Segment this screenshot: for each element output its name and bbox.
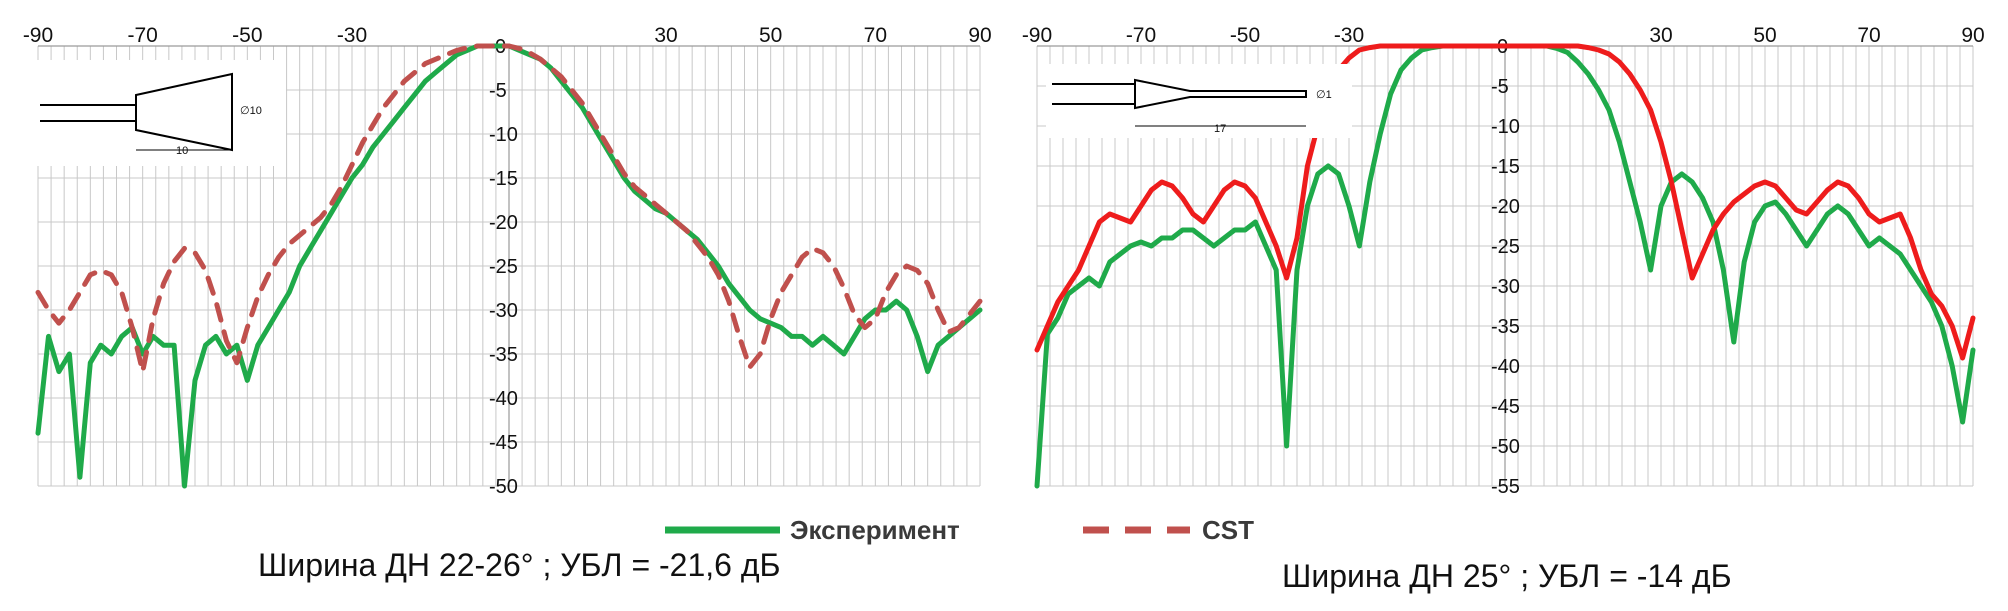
y-tick-label: -40 [489, 388, 518, 410]
x-tick-label: 70 [864, 24, 887, 47]
y-tick-label: -40 [1491, 356, 1520, 378]
y-tick-label: -35 [1491, 316, 1520, 338]
y-tick-label: -10 [1491, 116, 1520, 138]
left-inset-diameter-label: ∅10 [240, 105, 262, 117]
x-tick-label: -30 [1334, 24, 1364, 47]
x-tick-label: -70 [127, 24, 157, 47]
x-tick-label: 30 [654, 24, 677, 47]
x-tick-label: 50 [1753, 24, 1776, 47]
y-tick-label: -20 [489, 212, 518, 234]
legend: Эксперимент CST [665, 515, 1254, 545]
right-inset-antenna-sketch: ∅1 17 [1046, 64, 1352, 138]
y-tick-label: -50 [1491, 436, 1520, 458]
legend-cst-label: CST [1202, 515, 1254, 545]
x-tick-label: -50 [232, 24, 262, 47]
y-tick-label: -15 [1491, 156, 1520, 178]
right-y-tick-labels: 0-5-10-15-20-25-30-35-40-45-50-55 [1491, 36, 1520, 498]
left-inset-antenna-sketch: ∅10 10 [36, 60, 286, 166]
right-inset-background [1046, 64, 1352, 138]
x-tick-label: -30 [337, 24, 367, 47]
right-radiation-pattern-chart: -90 -70 -50 -30 30 50 70 90 0-5-10-15-20-25-30-… [1022, 24, 1985, 594]
y-tick-label: -5 [1491, 76, 1509, 98]
y-tick-label: -5 [489, 80, 507, 102]
x-tick-label: -90 [1022, 24, 1052, 47]
y-tick-label: -30 [1491, 276, 1520, 298]
cst-series-line [1034, 43, 1976, 361]
y-tick-label: -25 [489, 256, 518, 278]
x-tick-label: -70 [1126, 24, 1156, 47]
y-tick-label: -35 [489, 344, 518, 366]
x-tick-label: -90 [23, 24, 53, 47]
right-x-tick-labels: -90 -70 -50 -30 30 50 70 90 [1022, 24, 1985, 47]
right-inset-diameter-label: ∅1 [1316, 89, 1332, 101]
y-tick-label: -20 [1491, 196, 1520, 218]
legend-experiment-label: Эксперимент [790, 515, 960, 545]
x-tick-label: 30 [1649, 24, 1672, 47]
y-tick-label: -30 [489, 300, 518, 322]
y-tick-label: -45 [1491, 396, 1520, 418]
right-series [1034, 43, 1976, 489]
x-tick-label: 90 [1961, 24, 1984, 47]
left-x-tick-labels: -90 -70 -50 -30 30 50 70 90 [23, 24, 992, 47]
left-inset-length-label: 10 [176, 145, 188, 157]
left-inset-background [36, 60, 286, 166]
y-tick-label: -50 [489, 476, 518, 498]
x-tick-label: -50 [1230, 24, 1260, 47]
left-caption: Ширина ДН 22-26° ; УБЛ = -21,6 дБ [258, 547, 781, 583]
y-tick-label: -10 [489, 124, 518, 146]
left-series [35, 43, 983, 489]
left-y-tick-labels: 0-5-10-15-20-25-30-35-40-45-50 [489, 36, 518, 498]
right-caption: Ширина ДН 25° ; УБЛ = -14 дБ [1282, 558, 1732, 594]
x-tick-label: 50 [759, 24, 782, 47]
y-tick-label: -45 [489, 432, 518, 454]
x-tick-label: 90 [968, 24, 991, 47]
left-radiation-pattern-chart: -90 -70 -50 -30 30 50 70 90 0-5-10-15-20-25-30-… [23, 24, 992, 583]
right-inset-rod [1134, 78, 1307, 110]
y-tick-label: -15 [489, 168, 518, 190]
cst-series-line [35, 43, 983, 375]
y-tick-label: -55 [1491, 476, 1520, 498]
x-tick-label: 70 [1857, 24, 1880, 47]
y-tick-label: -25 [1491, 236, 1520, 258]
right-inset-length-label: 17 [1214, 123, 1226, 135]
